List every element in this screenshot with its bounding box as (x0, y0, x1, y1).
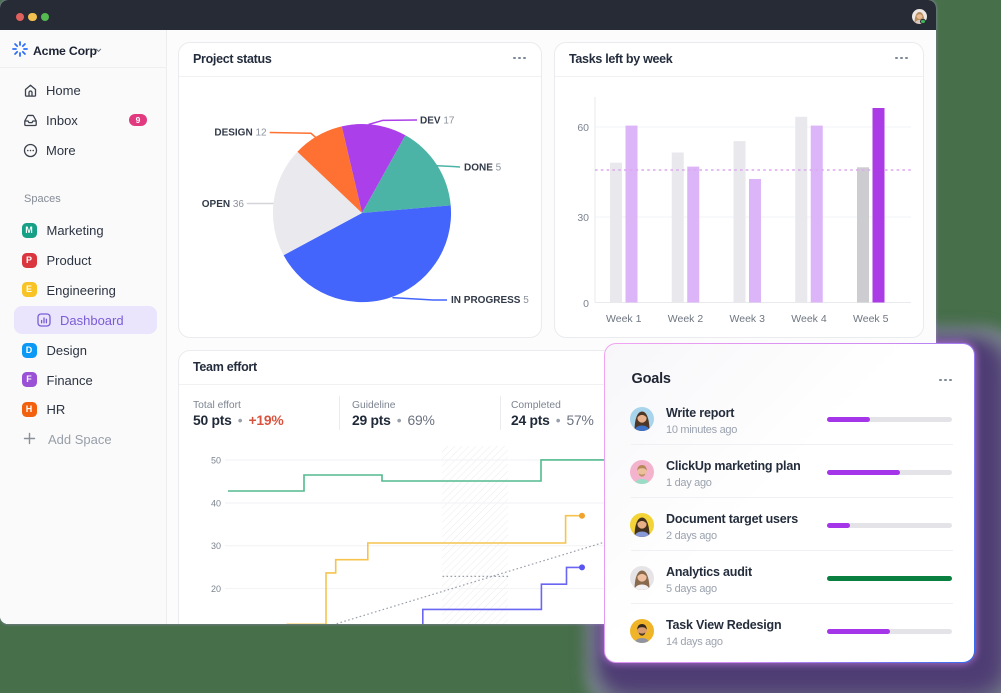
svg-text:50: 50 (211, 456, 221, 466)
svg-text:30: 30 (211, 541, 221, 551)
svg-text:DONE 5: DONE 5 (464, 162, 502, 173)
svg-text:Week 2: Week 2 (668, 313, 704, 325)
svg-text:IN PROGRESS 5: IN PROGRESS 5 (451, 295, 529, 306)
svg-text:Week 1: Week 1 (606, 313, 642, 325)
svg-text:0: 0 (583, 298, 589, 310)
svg-text:30: 30 (577, 212, 589, 224)
svg-text:60: 60 (577, 122, 589, 134)
svg-text:Week 3: Week 3 (730, 313, 766, 325)
svg-text:OPEN 36: OPEN 36 (202, 199, 245, 210)
svg-text:DEV 17: DEV 17 (420, 115, 455, 126)
svg-text:40: 40 (211, 498, 221, 508)
svg-text:Week 5: Week 5 (853, 313, 889, 325)
svg-text:DESIGN 12: DESIGN 12 (214, 128, 267, 139)
svg-text:Week 4: Week 4 (791, 313, 827, 325)
svg-text:20: 20 (211, 584, 221, 594)
